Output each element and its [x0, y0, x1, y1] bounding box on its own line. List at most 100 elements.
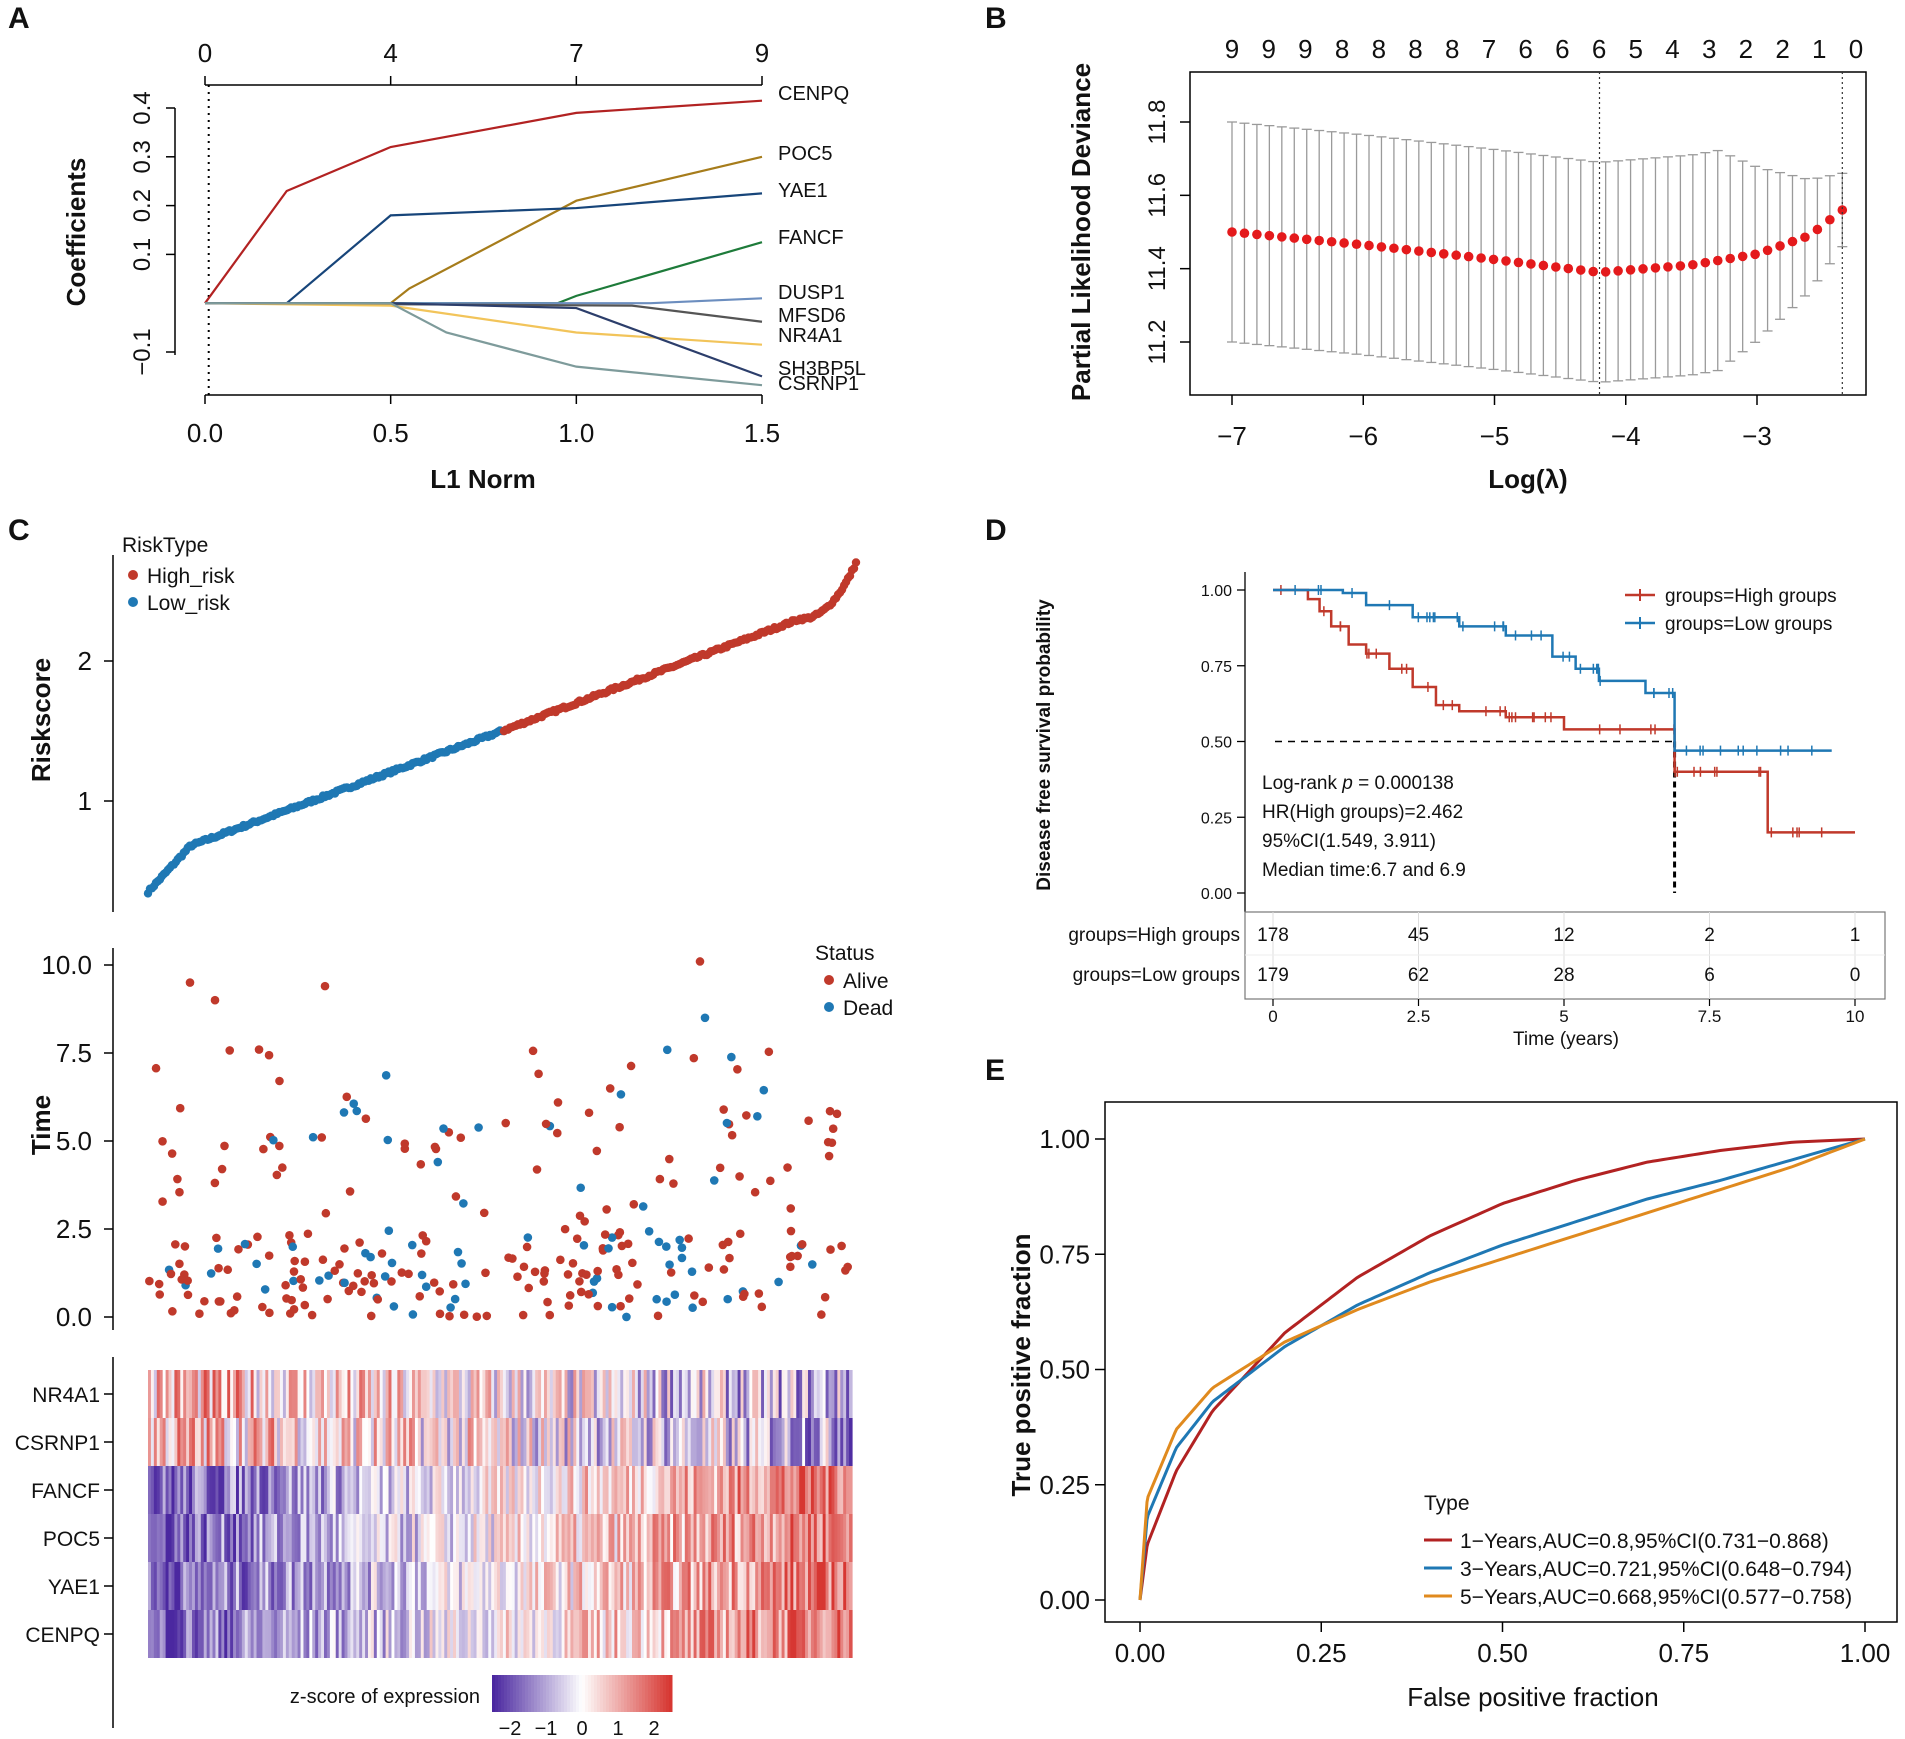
- heatmap-cell: [291, 1370, 296, 1418]
- heatmap-cell: [558, 1466, 563, 1514]
- heatmap-cell: [497, 1610, 501, 1658]
- heatmap-cell: [321, 1466, 325, 1514]
- heatmap-cell: [250, 1562, 255, 1610]
- heatmap-cell: [544, 1610, 548, 1658]
- top-count-label: 9: [1225, 34, 1239, 64]
- heatmap-cell: [529, 1610, 533, 1658]
- heatmap-cell: [608, 1610, 613, 1658]
- heatmap-cell: [194, 1466, 199, 1514]
- heatmap-cell: [382, 1562, 387, 1610]
- coef-path-fancf: [205, 241, 763, 305]
- heatmap-cell: [403, 1466, 407, 1514]
- heatmap-cell: [414, 1514, 419, 1562]
- heatmap-cell: [687, 1370, 692, 1418]
- heatmap-cell: [464, 1610, 469, 1658]
- heatmap-cell: [277, 1514, 281, 1562]
- heatmap-cell: [769, 1418, 774, 1466]
- heatmap-cell: [274, 1514, 278, 1562]
- colorbar-cell: [546, 1675, 550, 1712]
- heatmap-cell: [250, 1418, 255, 1466]
- heatmap-cell: [728, 1466, 733, 1514]
- deviance-point: [1239, 228, 1250, 239]
- heatmap-cell: [564, 1514, 569, 1562]
- heatmap-row-label: POC5: [43, 1528, 100, 1551]
- heatmap-cell: [714, 1418, 718, 1466]
- heatmap-cell: [787, 1466, 791, 1514]
- heatmap-cell: [637, 1610, 642, 1658]
- heatmap-cell: [400, 1466, 404, 1514]
- heatmap-cell: [588, 1562, 592, 1610]
- heatmap-cell: [825, 1562, 830, 1610]
- alive-point: [605, 1084, 615, 1093]
- heatmap-cell: [280, 1514, 284, 1562]
- heatmap-cell: [693, 1514, 698, 1562]
- heatmap-cell: [476, 1418, 481, 1466]
- heatmap-cell: [271, 1418, 275, 1466]
- heatmap-cell: [414, 1370, 419, 1418]
- deviance-point: [1538, 260, 1549, 271]
- top-tick-label: 7: [569, 38, 583, 68]
- heatmap-cell: [162, 1370, 167, 1418]
- heatmap-cell: [426, 1418, 431, 1466]
- colorbar-cell: [657, 1675, 661, 1712]
- heatmap-cell: [564, 1610, 569, 1658]
- heatmap-cell: [567, 1514, 571, 1562]
- heatmap-cell: [186, 1514, 190, 1562]
- heatmap-cell: [819, 1370, 824, 1418]
- coef-label-poc5: POC5: [778, 143, 832, 165]
- alive-point: [626, 1061, 636, 1071]
- heatmap-cell: [500, 1514, 504, 1562]
- heatmap-cell: [793, 1514, 797, 1562]
- heatmap-cell: [150, 1562, 155, 1610]
- heatmap-cell: [192, 1370, 196, 1418]
- heatmap-cell: [614, 1370, 618, 1418]
- heatmap-cell: [382, 1466, 387, 1514]
- heatmap-cell: [215, 1514, 219, 1562]
- heatmap-cell: [285, 1562, 290, 1610]
- heatmap-cell: [221, 1466, 225, 1514]
- heatmap-cell: [388, 1466, 393, 1514]
- alive-point: [232, 1292, 242, 1301]
- heatmap-cell: [441, 1370, 445, 1418]
- heatmap-cell: [561, 1562, 566, 1610]
- legend-label-low: groups=Low groups: [1665, 614, 1832, 635]
- heatmap-cell: [781, 1418, 786, 1466]
- heatmap-cell: [766, 1418, 771, 1466]
- heatmap-cell: [306, 1610, 310, 1658]
- heatmap-cell: [326, 1610, 331, 1658]
- heatmap-cell: [599, 1610, 604, 1658]
- heatmap-cell: [332, 1562, 337, 1610]
- heatmap-cell: [400, 1562, 404, 1610]
- x-tick-label: 2.5: [1407, 1007, 1431, 1026]
- heatmap-cell: [488, 1514, 492, 1562]
- y-tick-label: 0.75: [1201, 659, 1232, 676]
- heatmap-cell: [335, 1562, 340, 1610]
- heatmap-cell: [561, 1370, 566, 1418]
- heatmap-cell: [379, 1466, 384, 1514]
- heatmap-cell: [212, 1370, 217, 1418]
- alive-point: [479, 1208, 489, 1218]
- heatmap-cell: [772, 1418, 777, 1466]
- heatmap-cell: [605, 1514, 610, 1562]
- deviance-point: [1376, 242, 1387, 252]
- heatmap-cell: [661, 1562, 665, 1610]
- heatmap-cell: [687, 1466, 692, 1514]
- heatmap-cell: [520, 1610, 525, 1658]
- heatmap-cell: [520, 1418, 525, 1466]
- heatmap-cell: [617, 1370, 621, 1418]
- heatmap-cell: [406, 1514, 410, 1562]
- heatmap-cell: [775, 1418, 780, 1466]
- heatmap-cell: [834, 1418, 838, 1466]
- heatmap-cell: [347, 1466, 351, 1514]
- heatmap-cell: [165, 1370, 170, 1418]
- heatmap-cell: [165, 1514, 170, 1562]
- heatmap-cell: [544, 1466, 548, 1514]
- heatmap-cell: [385, 1418, 390, 1466]
- heatmap-cell: [846, 1610, 850, 1658]
- heatmap-cell: [590, 1610, 595, 1658]
- heatmap-cell: [561, 1418, 566, 1466]
- heatmap-cell: [538, 1610, 542, 1658]
- colorbar-cell: [540, 1675, 544, 1712]
- heatmap-cell: [579, 1370, 583, 1418]
- alive-point: [783, 1163, 792, 1172]
